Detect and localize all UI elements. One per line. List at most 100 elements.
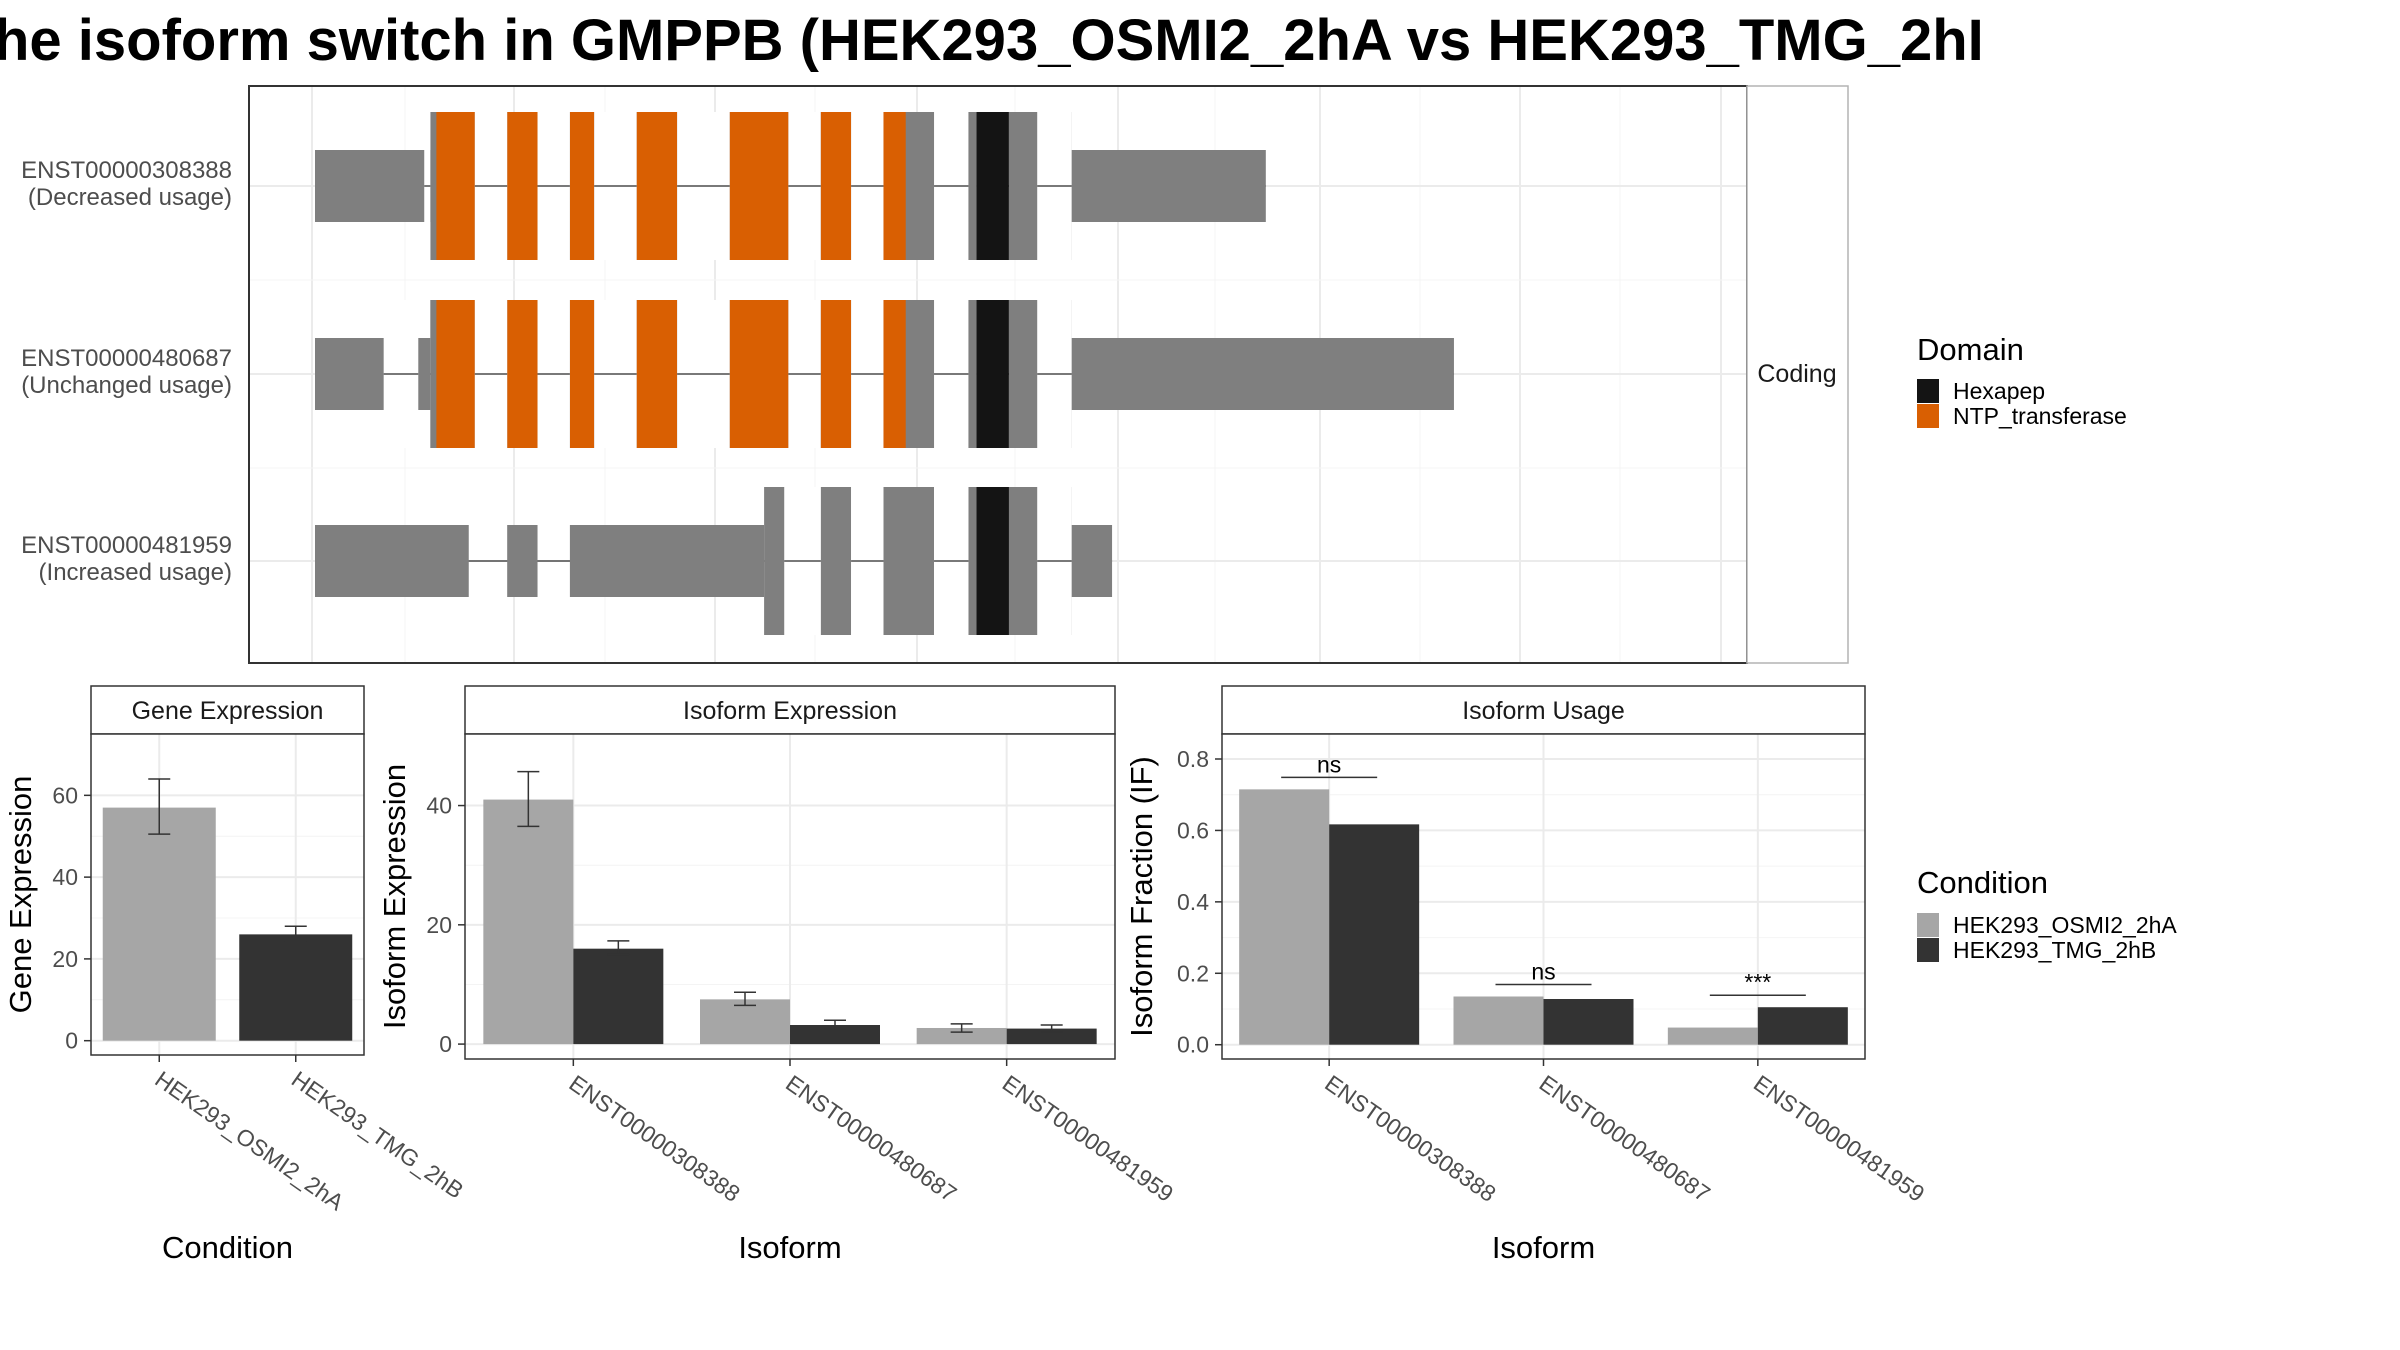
domain-legend-title: Domain [1917, 332, 2024, 367]
domain-ntp-transferase [507, 300, 538, 448]
y-axis-title: Isoform Fraction (IF) [1124, 756, 1159, 1037]
y-tick-label: 0 [439, 1031, 452, 1057]
bar [573, 948, 664, 1045]
coding-exon [883, 487, 935, 635]
x-tick-label: ENST00000480687 [1535, 1070, 1715, 1207]
y-tick-label: 0 [65, 1028, 78, 1054]
domain-hexapep [976, 487, 1009, 635]
domain-ntp-transferase [436, 112, 475, 260]
coding-exon [1008, 300, 1038, 448]
x-tick-label: ENST00000481959 [1749, 1070, 1929, 1207]
utr-exon [315, 150, 431, 222]
transcript-usage-label: (Increased usage) [39, 559, 232, 586]
significance-label: ns [1317, 751, 1341, 777]
isoform-expression-panel: Isoform Expression 0 20 40 ENST00000308388 EN… [377, 685, 1178, 1265]
coding-exon [1008, 112, 1038, 260]
plot-border [90, 733, 365, 1056]
transcript-usage-label: (Decreased usage) [28, 184, 232, 211]
bar [1006, 1028, 1097, 1045]
transcript-label: ENST00000308388 [21, 157, 232, 184]
domain-ntp-transferase [569, 300, 595, 448]
bar [239, 934, 353, 1041]
utr-exon [569, 525, 765, 597]
transcript-label: ENST00000480687 [21, 345, 232, 372]
bar [483, 799, 574, 1045]
domain-legend: Domain Hexapep NTP_transferase [1917, 332, 2127, 429]
y-tick-label: 20 [426, 912, 452, 938]
utr-exon [315, 338, 384, 410]
bar [102, 807, 216, 1041]
x-tick-label: ENST00000480687 [781, 1070, 961, 1207]
y-tick-label: 20 [52, 946, 78, 972]
y-tick-label: 0.0 [1177, 1032, 1209, 1058]
bar [1667, 1027, 1758, 1045]
coding-exon [764, 487, 785, 635]
coding-exon [905, 112, 935, 260]
domain-ntp-transferase [436, 300, 475, 448]
x-tick-label: ENST00000481959 [998, 1070, 1178, 1207]
y-tick-label: 0.8 [1177, 746, 1209, 772]
significance-label: *** [1744, 969, 1771, 995]
coding-strip [1746, 85, 1849, 664]
panel-strip [464, 685, 1116, 735]
isoform-usage-panel: Isoform Usage ns ns *** 0.0 0.2 0.4 0.6 0.8 ENST0… [1124, 685, 1929, 1265]
figure-title: he isoform switch in GMPPB (HEK293_OSMI2… [0, 8, 1984, 73]
legend-key-ntp-transferase [1917, 404, 1939, 428]
legend-key-condition-a [1917, 913, 1939, 937]
domain-ntp-transferase [507, 112, 538, 260]
condition-legend: Condition HEK293_OSMI2_2hA HEK293_TMG_2h… [1917, 865, 2177, 963]
y-tick-label: 40 [426, 793, 452, 819]
panel-strip-label: Isoform Expression [683, 697, 897, 725]
y-axis-title: Gene Expression [3, 776, 38, 1014]
x-axis-title: Condition [162, 1230, 293, 1265]
utr-exon [1071, 525, 1113, 597]
bar [1239, 789, 1330, 1045]
domain-ntp-transferase [820, 300, 852, 448]
legend-label-condition-a: HEK293_OSMI2_2hA [1953, 912, 2177, 938]
panel-strip [1221, 685, 1866, 735]
coding-exon [905, 300, 935, 448]
x-tick-label: ENST00000308388 [564, 1070, 744, 1207]
coding-strip-label: Coding [1757, 360, 1836, 388]
transcript-labels: ENST00000308388(Decreased usage) ENST0000… [21, 157, 232, 586]
panel-strip [90, 685, 365, 735]
bar [1543, 999, 1634, 1045]
utr-exon [315, 525, 469, 597]
domain-ntp-transferase [883, 112, 906, 260]
transcript-usage-label: (Unchanged usage) [21, 372, 232, 399]
bar [1757, 1007, 1848, 1045]
bar [1453, 996, 1544, 1045]
domain-ntp-transferase [729, 300, 789, 448]
coding-exon [820, 487, 852, 635]
coding-exon [968, 300, 977, 448]
bar [916, 1027, 1007, 1045]
x-tick-label: ENST00000308388 [1320, 1070, 1500, 1207]
domain-ntp-transferase [636, 300, 678, 448]
domain-ntp-transferase [729, 112, 789, 260]
legend-label-condition-b: HEK293_TMG_2hB [1953, 937, 2156, 963]
panel-strip-label: Gene Expression [132, 697, 324, 725]
coding-exon [968, 112, 977, 260]
bar [1329, 824, 1420, 1045]
y-tick-label: 0.2 [1177, 960, 1209, 986]
bar [790, 1025, 880, 1045]
domain-ntp-transferase [636, 112, 678, 260]
condition-legend-title: Condition [1917, 865, 2048, 900]
utr-exon [418, 338, 431, 410]
domain-ntp-transferase [569, 112, 595, 260]
y-axis-title: Isoform Expression [377, 764, 412, 1029]
legend-key-condition-b [1917, 938, 1939, 962]
panel-strip-label: Isoform Usage [1462, 697, 1625, 725]
utr-exon [1071, 338, 1454, 410]
transcript-exons [315, 112, 1454, 635]
y-tick-label: 40 [52, 864, 78, 890]
legend-label-hexapep: Hexapep [1953, 378, 2045, 404]
y-tick-label: 0.6 [1177, 817, 1209, 843]
y-tick-label: 0.4 [1177, 889, 1209, 915]
significance-label: ns [1531, 959, 1555, 985]
bar [700, 999, 790, 1045]
gene-expression-panel: Gene Expression0204060HEK293_OSMI2_2hAHE… [3, 685, 468, 1265]
x-axis-title: Isoform [738, 1230, 841, 1265]
domain-hexapep [976, 112, 1009, 260]
